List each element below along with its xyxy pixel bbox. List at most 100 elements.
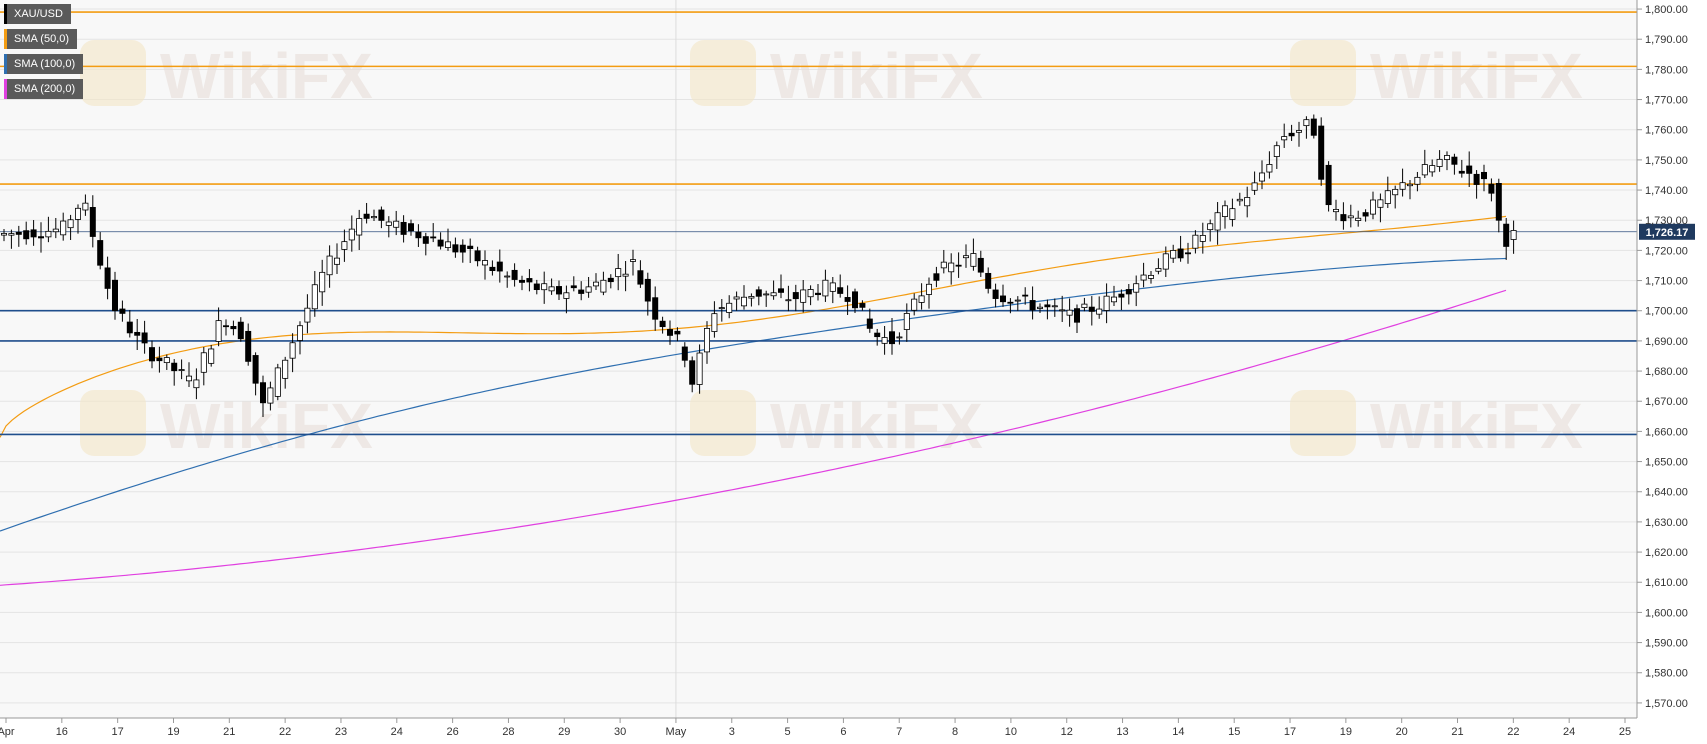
candle-body-down [689,360,696,385]
candle-body-down [222,325,229,328]
legend-item-sma50[interactable]: SMA (50,0) [4,29,78,49]
candle [1510,220,1517,254]
candle [718,299,725,322]
candle [38,222,45,253]
watermark-logo [1290,40,1356,106]
candle [430,223,437,243]
candle [415,224,422,247]
legend-swatch [4,4,7,24]
candle [230,320,237,336]
candle-body-up [741,296,748,307]
candle [1333,199,1340,221]
candle-body-down [844,297,851,302]
x-tick-label: 21 [223,726,235,738]
candle-body-down [1177,248,1184,259]
x-tick-label: 3 [729,726,735,738]
x-tick-label: 24 [391,726,403,738]
candle-body-down [637,270,644,285]
candle-body-down [1481,171,1488,180]
candle [511,263,518,287]
candle-body-up [1140,274,1147,281]
candle-body-up [718,307,725,310]
x-tick-label: 24 [1563,726,1575,738]
watermark: WikiFX [1290,40,1583,112]
candle [1014,296,1021,311]
candle-body-down [1318,125,1325,180]
candle-body-up [1192,234,1199,249]
candle [822,269,829,302]
candle [1451,153,1458,175]
candle [630,249,637,276]
candle-body-up [704,328,711,353]
watermark: WikiFX [690,390,983,462]
candle-body-down [89,207,96,237]
x-tick-label: 13 [1116,726,1128,738]
candle [563,285,570,314]
y-tick-label: 1,660.00 [1645,426,1688,438]
y-tick-label: 1,580.00 [1645,668,1688,680]
candle-body-up [1251,182,1258,191]
candle [319,259,326,306]
candle-body-up [1148,274,1155,279]
candle-body-up [1347,215,1354,219]
candle-body-up [1266,164,1273,173]
candle [1318,117,1325,186]
candle [156,346,163,373]
candle-body-down [1288,132,1295,137]
candle-body-up [333,257,340,265]
candle [422,232,429,256]
candle-body-down [38,236,45,239]
candle [1155,258,1162,275]
candle [1096,296,1103,319]
candle-body-down [259,382,266,404]
candle-body-up [215,320,222,342]
candle [0,229,7,242]
candle-body-up [615,268,622,278]
candle [911,293,918,316]
candle [126,310,133,338]
candle [1140,262,1147,288]
candle-body-up [1066,309,1073,316]
candle-body-down [156,357,163,362]
candle-body-up [726,302,733,313]
candle-body-up [800,289,807,303]
candle-body-up [763,293,770,296]
candle [1310,114,1317,139]
candle-body-up [1059,309,1066,312]
candle [896,332,903,345]
x-tick-label: 19 [167,726,179,738]
candle-body-down [437,239,444,247]
legend-item-xauusd[interactable]: XAU/USD [4,4,71,24]
candle [541,271,548,304]
candle-body-up [60,220,67,236]
candle [444,228,451,251]
x-tick-label: 6 [840,726,846,738]
candle [556,280,563,300]
candle-body-down [1044,304,1051,308]
candle-body-down [134,331,141,336]
candle [1436,150,1443,172]
legend-item-sma100[interactable]: SMA (100,0) [4,54,84,74]
candle-body-up [1111,296,1118,303]
candle-body-up [393,220,400,228]
watermark-text: WikiFX [1370,390,1583,462]
legend-item-sma200[interactable]: SMA (200,0) [4,79,84,99]
candle [82,194,89,216]
candle-body-up [918,295,925,303]
x-tick-label: 8 [952,726,958,738]
candle-body-up [289,342,296,359]
candle-body-up [1162,253,1169,270]
candle-body-up [0,233,7,236]
candle [341,229,348,262]
candle-body-down [792,292,799,300]
candle [1392,185,1399,209]
candle [1347,204,1354,228]
candle-body-up [267,387,274,404]
candle [1355,210,1362,227]
candle-body-up [8,233,15,236]
candle-body-up [1355,217,1362,221]
current-price-badge [1639,223,1695,240]
y-tick-label: 1,760.00 [1645,125,1688,137]
candle-body-up [82,202,89,211]
candle-body-up [1236,198,1243,202]
